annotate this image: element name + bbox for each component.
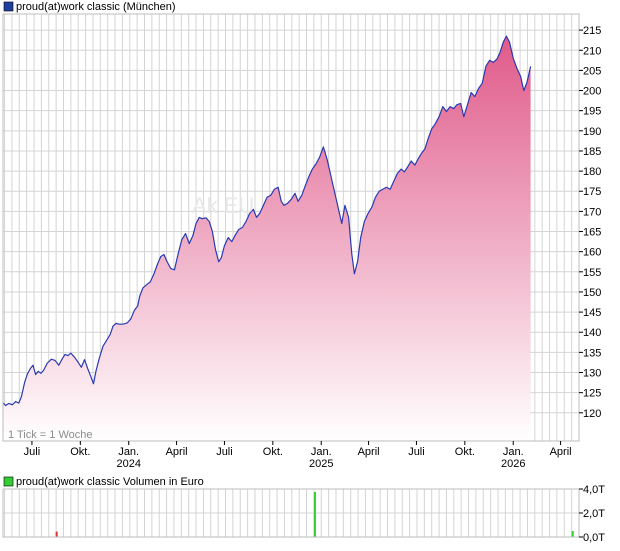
main-x-tick-label: April bbox=[358, 446, 380, 458]
main-y-tick-label: 155 bbox=[583, 267, 601, 279]
main-x-year-label: 2026 bbox=[501, 458, 525, 470]
main-y-tick-label: 160 bbox=[583, 247, 601, 259]
main-y-tick-label: 165 bbox=[583, 227, 601, 239]
main-y-axis: 120 125 130 135 140 145 150 155 160 165 170 175 180 1… bbox=[579, 25, 601, 420]
main-y-tick-label: 205 bbox=[583, 65, 601, 77]
main-x-tick-label: Juli bbox=[408, 446, 425, 458]
volume-bar bbox=[571, 531, 574, 537]
main-y-tick-label: 210 bbox=[583, 45, 601, 57]
series-area bbox=[3, 36, 531, 441]
main-x-tick-label: Okt. bbox=[455, 446, 475, 458]
main-x-tick-label: Jan. bbox=[311, 446, 332, 458]
volume-grid bbox=[3, 488, 579, 538]
main-plot-frame bbox=[2, 13, 580, 442]
volume-bar bbox=[313, 492, 316, 537]
main-y-tick-label: 170 bbox=[583, 206, 601, 218]
main-y-tick-label: 190 bbox=[583, 126, 601, 138]
main-x-tick-label: Juli bbox=[24, 446, 41, 458]
main-y-tick-label: 195 bbox=[583, 106, 601, 118]
main-x-tick-label: Juli bbox=[216, 446, 233, 458]
volume-bar bbox=[55, 531, 58, 537]
volume-bars bbox=[55, 492, 574, 537]
watermark: Ak EU bbox=[192, 193, 254, 218]
main-y-tick-label: 150 bbox=[583, 287, 601, 299]
main-y-tick-label: 140 bbox=[583, 327, 601, 339]
main-y-tick-label: 145 bbox=[583, 307, 601, 319]
main-legend-swatch bbox=[3, 1, 14, 12]
main-y-tick-label: 120 bbox=[583, 408, 601, 420]
main-y-tick-label: 130 bbox=[583, 368, 601, 380]
main-x-tick-label: Okt. bbox=[70, 446, 90, 458]
main-x-tick-label: April bbox=[166, 446, 188, 458]
main-legend-label: proud(at)work classic (München) bbox=[16, 1, 176, 13]
series-line bbox=[3, 35, 532, 407]
volume-y-axis: 0,0T 2,0T 4,0T bbox=[579, 484, 605, 544]
main-x-year-label: 2025 bbox=[309, 458, 333, 470]
main-y-tick-label: 175 bbox=[583, 186, 601, 198]
main-x-tick-label: Jan. bbox=[503, 446, 524, 458]
volume-legend-label: proud(at)work classic Volumen in Euro bbox=[16, 476, 204, 488]
volume-y-tick-label: 0,0T bbox=[583, 532, 605, 544]
volume-y-tick-label: 4,0T bbox=[583, 484, 605, 496]
main-y-tick-label: 135 bbox=[583, 347, 601, 359]
main-y-tick-label: 125 bbox=[583, 388, 601, 400]
main-y-tick-label: 200 bbox=[583, 86, 601, 98]
main-x-year-label: 2024 bbox=[116, 458, 140, 470]
main-y-tick-label: 215 bbox=[583, 25, 601, 37]
main-area bbox=[3, 35, 532, 441]
volume-legend-swatch bbox=[3, 476, 14, 487]
volume-y-tick-label: 2,0T bbox=[583, 508, 605, 520]
main-x-tick-label: April bbox=[550, 446, 572, 458]
tick-note: 1 Tick = 1 Woche bbox=[8, 429, 92, 441]
main-x-tick-label: Jan. bbox=[118, 446, 139, 458]
main-y-tick-label: 180 bbox=[583, 166, 601, 178]
main-y-tick-label: 185 bbox=[583, 146, 601, 158]
main-x-tick-label: Okt. bbox=[263, 446, 283, 458]
